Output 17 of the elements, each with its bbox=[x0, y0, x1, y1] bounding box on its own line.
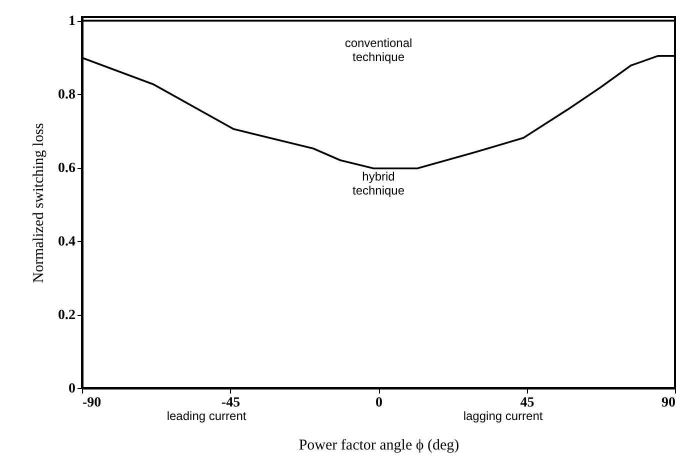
x-tick-label: -90 bbox=[82, 396, 102, 410]
annotation: hybrid technique bbox=[352, 170, 405, 198]
text: leading current bbox=[166, 408, 247, 423]
y-tick-label: 0.4 bbox=[58, 234, 76, 250]
x-tick-label: 45 bbox=[520, 396, 534, 410]
y-tick-label: 0 bbox=[68, 382, 76, 396]
y-tick-label: 0.8 bbox=[58, 88, 76, 103]
x-tick-label: 90 bbox=[662, 396, 676, 410]
x-tick-label: -45 bbox=[221, 396, 240, 410]
annotation: conventional technique bbox=[344, 36, 412, 64]
text: lagging current bbox=[463, 408, 544, 423]
x-axis-title: Power factor angle ϕ (deg) bbox=[298, 438, 460, 454]
x-tick-label: 0 bbox=[376, 396, 382, 410]
y-tick-label: 0.2 bbox=[58, 308, 76, 324]
y-axis-title: Normalized switching loss bbox=[31, 122, 47, 283]
y-tick-label: 0.6 bbox=[58, 161, 76, 176]
y-tick-label: 1 bbox=[68, 14, 76, 30]
